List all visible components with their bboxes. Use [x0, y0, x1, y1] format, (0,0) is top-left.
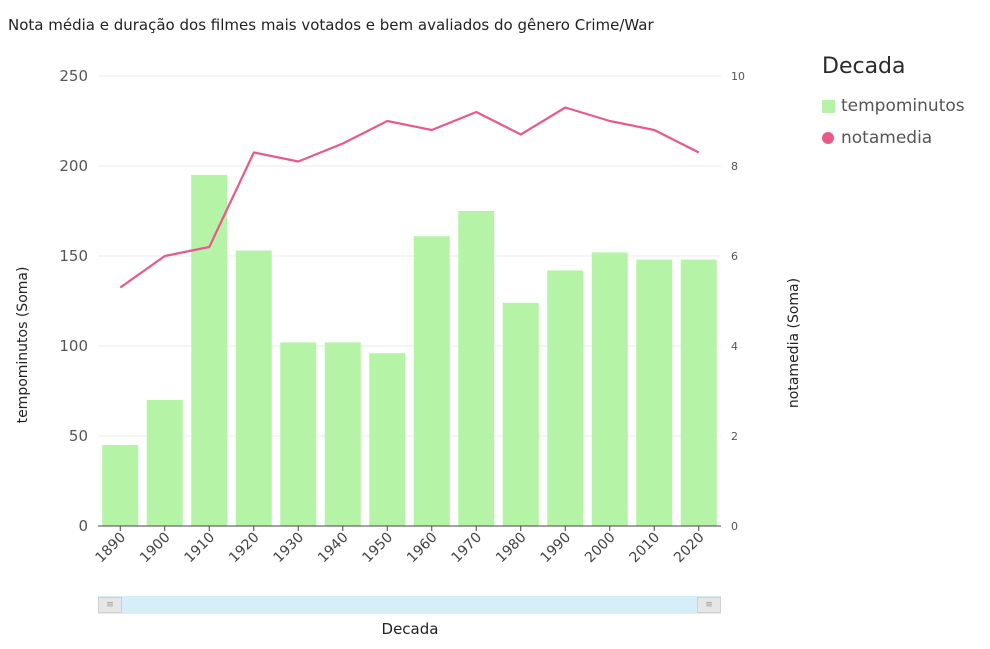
notamedia-line — [119, 106, 700, 289]
y2-tick-label: 4 — [731, 340, 738, 353]
x-range-scrollbar[interactable]: ≡ ≡ — [98, 596, 721, 614]
scrollbar-right-handle[interactable]: ≡ — [697, 597, 721, 613]
legend-title: Decada — [822, 54, 906, 79]
y-tick-label: 250 — [59, 67, 88, 85]
line-series — [119, 106, 700, 289]
y2-tick-label: 6 — [731, 250, 738, 263]
y2-tick-label: 0 — [731, 520, 738, 533]
x-tick-label: 2010 — [627, 530, 664, 567]
x-tick-label: 1950 — [360, 530, 397, 567]
x-tick-label: 2020 — [671, 530, 708, 567]
y-tick-label: 50 — [69, 427, 88, 445]
x-tick-label: 1990 — [538, 530, 575, 567]
x-tick-label: 1920 — [226, 530, 263, 567]
bar — [547, 270, 584, 526]
y2-tick-label: 2 — [731, 430, 738, 443]
bar — [413, 236, 450, 526]
chart-title: Nota média e duração dos filmes mais vot… — [8, 16, 654, 34]
x-tick-label: 1940 — [315, 530, 352, 567]
bar — [191, 175, 228, 526]
x-tick-label: 1980 — [493, 530, 530, 567]
bar — [458, 211, 495, 526]
bar — [324, 342, 361, 526]
y-axis-title: tempominutos (Soma) — [15, 267, 31, 424]
scrollbar-left-handle[interactable]: ≡ — [98, 597, 122, 613]
bar — [636, 259, 673, 526]
bar — [680, 259, 717, 526]
x-tick-label: 2000 — [582, 530, 619, 567]
x-tick-label: 1930 — [271, 530, 308, 567]
x-axis-title: Decada — [381, 620, 439, 638]
bar — [502, 302, 539, 526]
bar — [369, 353, 406, 526]
x-tick-label: 1970 — [449, 530, 486, 567]
legend-item-notamedia[interactable]: notamedia — [822, 125, 965, 151]
legend-item-tempominutos[interactable]: tempominutos — [822, 93, 965, 119]
legend: Decada tempominutos notamedia — [822, 54, 965, 157]
bar — [146, 400, 183, 526]
x-tick-label: 1960 — [404, 530, 441, 567]
y-tick-label: 150 — [59, 247, 88, 265]
legend-swatch-notamedia — [822, 132, 834, 144]
legend-swatch-tempominutos — [822, 99, 835, 113]
y2-axis-title: notamedia (Soma) — [786, 278, 802, 408]
bar-series — [102, 175, 717, 526]
y2-tick-label: 8 — [731, 160, 738, 173]
y2-tick-label: 10 — [731, 70, 745, 83]
x-tick-label: 1910 — [182, 530, 219, 567]
x-tick-label: 1890 — [93, 530, 130, 567]
bar — [280, 342, 317, 526]
bar — [235, 250, 272, 526]
legend-label-tempominutos: tempominutos — [841, 96, 965, 116]
bar — [591, 252, 628, 526]
legend-label-notamedia: notamedia — [841, 128, 933, 148]
x-tick-label: 1900 — [137, 530, 174, 567]
bar — [102, 445, 139, 526]
y-tick-label: 200 — [59, 157, 88, 175]
y-tick-label: 0 — [78, 517, 88, 535]
y-tick-label: 100 — [59, 337, 88, 355]
